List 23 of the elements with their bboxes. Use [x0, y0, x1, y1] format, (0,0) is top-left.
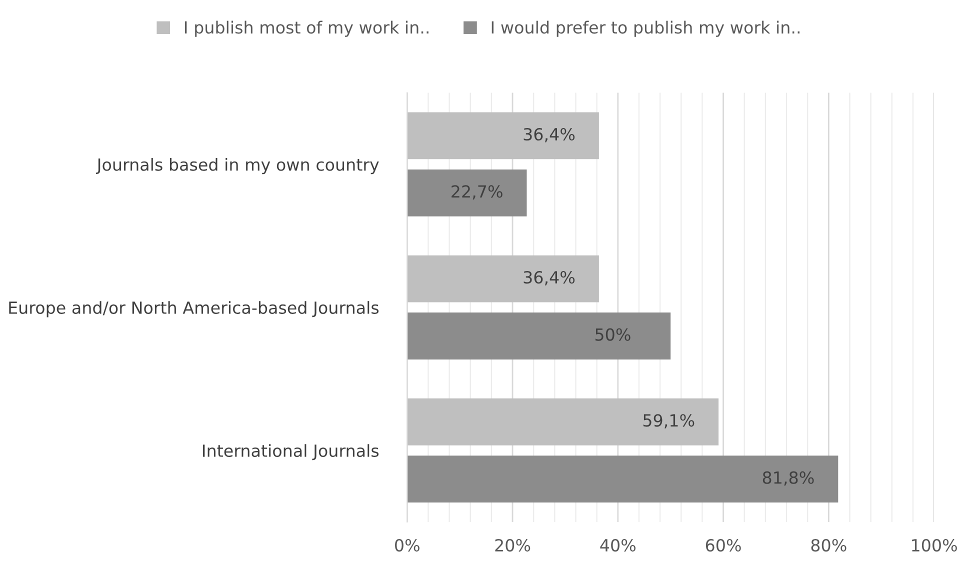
data-label: 22,7% — [452, 185, 502, 200]
data-label: 36,4% — [524, 271, 575, 286]
legend-label: I would prefer to publish my work in.. — [492, 20, 800, 37]
bar — [407, 169, 527, 216]
data-label: 50% — [596, 328, 630, 341]
bar — [407, 398, 719, 446]
x-tick-label: 40% — [600, 538, 636, 552]
bar — [407, 255, 599, 302]
y-tick-label: International Journals — [203, 444, 379, 460]
bar — [407, 456, 838, 503]
data-label: 59,1% — [643, 414, 694, 428]
data-label: 81,8% — [762, 471, 814, 486]
x-tick-label: 20% — [495, 538, 530, 552]
legend-label: I publish most of my work in.. — [185, 20, 428, 37]
x-tick-label: 0% — [395, 538, 420, 552]
x-tick-label: 100% — [912, 538, 957, 552]
x-tick-label: 60% — [706, 538, 741, 552]
y-tick-label: Europe and/or North America-based Journals — [9, 301, 379, 318]
bar — [407, 312, 671, 360]
y-tick-label: Journals based in my own country — [96, 158, 379, 174]
data-label: 36,4% — [524, 128, 575, 142]
x-tick-label: 80% — [811, 538, 846, 552]
bar — [407, 112, 599, 160]
